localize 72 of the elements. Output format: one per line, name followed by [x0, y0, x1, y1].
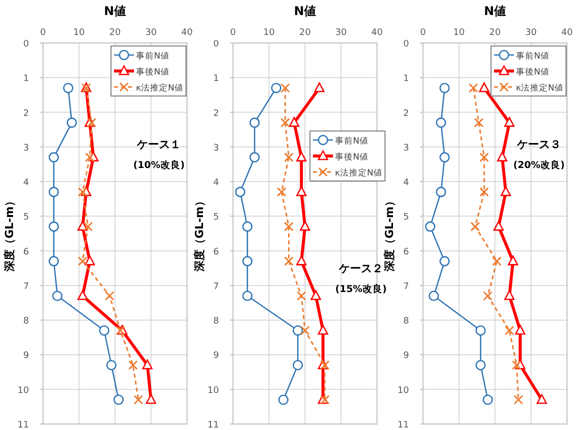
y-tick-label: 5	[403, 212, 409, 223]
y-tick-label: 9	[23, 351, 30, 362]
y-tick-label: 10	[398, 386, 410, 396]
y-tick-label: 11	[208, 420, 219, 430]
y-tick-label: 4	[23, 178, 30, 188]
y-tick-label: 0	[403, 40, 410, 50]
x-axis-title: N値	[294, 4, 316, 18]
x-tick-label: 30	[145, 28, 157, 38]
x-axis-title: N値	[104, 4, 126, 18]
y-tick-label: 3	[23, 143, 29, 154]
y-tick-label: 7	[23, 282, 29, 292]
legend-label: κ法推定N値	[335, 168, 382, 178]
legend-label: 事後N値	[136, 66, 170, 78]
annotation: (15%改良)	[335, 283, 387, 295]
annotation: ケース１	[136, 138, 181, 151]
y-tick-label: 11	[398, 420, 409, 430]
y-tick-label: 9	[213, 351, 220, 362]
x-tick-label: 0	[420, 28, 426, 38]
y-tick-label: 10	[208, 386, 220, 396]
y-tick-label: 6	[213, 247, 220, 258]
x-tick-label: 30	[335, 28, 347, 38]
x-tick-label: 10	[73, 28, 85, 38]
y-axis-title: 深度（GL-m）	[383, 195, 396, 273]
y-tick-label: 8	[403, 316, 410, 327]
y-tick-label: 2	[403, 108, 409, 119]
x-tick-label: 40	[371, 28, 383, 38]
y-tick-label: 10	[18, 386, 30, 396]
y-tick-label: 2	[23, 108, 29, 119]
y-tick-label: 4	[403, 178, 410, 188]
annotation: (10%改良)	[133, 159, 185, 171]
y-tick-label: 5	[213, 212, 219, 223]
y-tick-label: 1	[213, 74, 219, 84]
x-tick-label: 0	[40, 28, 46, 38]
x-tick-label: 30	[525, 28, 537, 38]
annotation: (20%改良)	[513, 159, 565, 171]
x-tick-label: 40	[561, 28, 573, 38]
y-tick-label: 3	[403, 143, 409, 154]
y-tick-label: 7	[403, 282, 409, 292]
y-tick-label: 4	[213, 178, 220, 188]
annotation: ケース３	[516, 138, 561, 151]
y-tick-label: 1	[403, 74, 409, 84]
y-tick-label: 11	[18, 420, 29, 430]
x-axis-title: N値	[484, 4, 506, 18]
legend-label: 事後N値	[516, 66, 550, 78]
y-tick-label: 2	[213, 108, 219, 119]
legend-label: κ法推定N値	[136, 82, 184, 94]
y-tick-label: 0	[23, 40, 30, 50]
legend-label: 事前N値	[136, 50, 170, 62]
y-tick-label: 6	[23, 247, 30, 258]
y-tick-label: 6	[403, 247, 410, 258]
x-tick-label: 20	[299, 28, 311, 38]
x-tick-label: 40	[181, 28, 193, 38]
x-tick-label: 0	[230, 28, 236, 38]
y-tick-label: 7	[213, 282, 219, 292]
y-tick-label: 1	[23, 74, 29, 84]
x-tick-label: 20	[109, 28, 121, 38]
y-axis-title: 深度（GL-m）	[3, 195, 16, 273]
y-axis-title: 深度（GL-m）	[193, 195, 206, 273]
y-tick-label: 8	[213, 316, 220, 327]
legend-label: κ法推定N値	[516, 82, 564, 94]
annotation: ケース２	[338, 262, 383, 275]
y-tick-label: 8	[23, 316, 30, 327]
legend-label: 事前N値	[516, 50, 550, 62]
x-tick-label: 10	[453, 28, 465, 38]
legend-label: 事前N値	[335, 136, 368, 146]
y-tick-label: 9	[403, 351, 410, 362]
y-tick-label: 0	[213, 40, 220, 50]
x-tick-label: 20	[489, 28, 501, 38]
legend-label: 事後N値	[335, 152, 368, 162]
y-tick-label: 3	[213, 143, 219, 154]
x-tick-label: 10	[263, 28, 275, 38]
y-tick-label: 5	[23, 212, 29, 223]
